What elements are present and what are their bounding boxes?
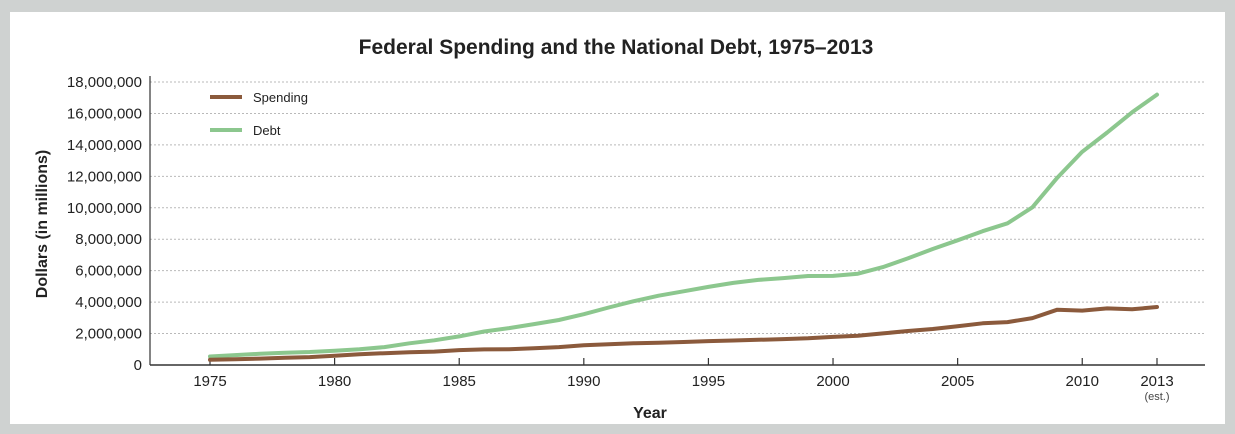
y-axis-label: Dollars (in millions) (34, 150, 51, 298)
y-tick-label: 12,000,000 (67, 168, 142, 185)
y-tick-label: 6,000,000 (75, 263, 142, 280)
x-tick-label: 1975 (193, 373, 226, 390)
chart-svg: Federal Spending and the National Debt, … (34, 36, 1205, 422)
chart-title: Federal Spending and the National Debt, … (359, 36, 874, 59)
legend-label-spending: Spending (253, 90, 308, 105)
series-line-debt (208, 92, 1159, 359)
y-tick-label: 8,000,000 (75, 231, 142, 248)
y-tick-label: 14,000,000 (67, 137, 142, 154)
x-tick-label: 2000 (816, 373, 849, 390)
legend: Spending Debt (210, 90, 308, 138)
legend-label-debt: Debt (253, 123, 281, 138)
x-tick-label: 1990 (567, 373, 600, 390)
y-tick-label: 10,000,000 (67, 200, 142, 217)
x-tick-label: 1995 (692, 373, 725, 390)
y-tick-label: 0 (134, 357, 142, 374)
y-axis-ticks: 0 2,000,000 4,000,000 6,000,000 8,000,000 10,… (67, 74, 142, 374)
x-axis-label: Year (633, 405, 667, 422)
y-tick-label: 18,000,000 (67, 74, 142, 91)
x-tick-label: 2013 (1140, 373, 1173, 390)
y-tick-label: 2,000,000 (75, 326, 142, 343)
x-tick-label: 2005 (941, 373, 974, 390)
x-tick-note: (est.) (1144, 391, 1169, 403)
grid (149, 76, 1205, 366)
series-lines (208, 92, 1159, 362)
x-tick-label: 1985 (443, 373, 476, 390)
y-tick-label: 16,000,000 (67, 105, 142, 122)
y-tick-label: 4,000,000 (75, 294, 142, 311)
chart-frame: Federal Spending and the National Debt, … (10, 12, 1225, 424)
x-tick-label: 1980 (318, 373, 351, 390)
series-line-spending (208, 305, 1159, 362)
x-tick-label: 2010 (1066, 373, 1099, 390)
x-axis-ticks: 1975 1980 1985 1990 1995 2000 2005 2010 2013(est… (193, 358, 1174, 403)
